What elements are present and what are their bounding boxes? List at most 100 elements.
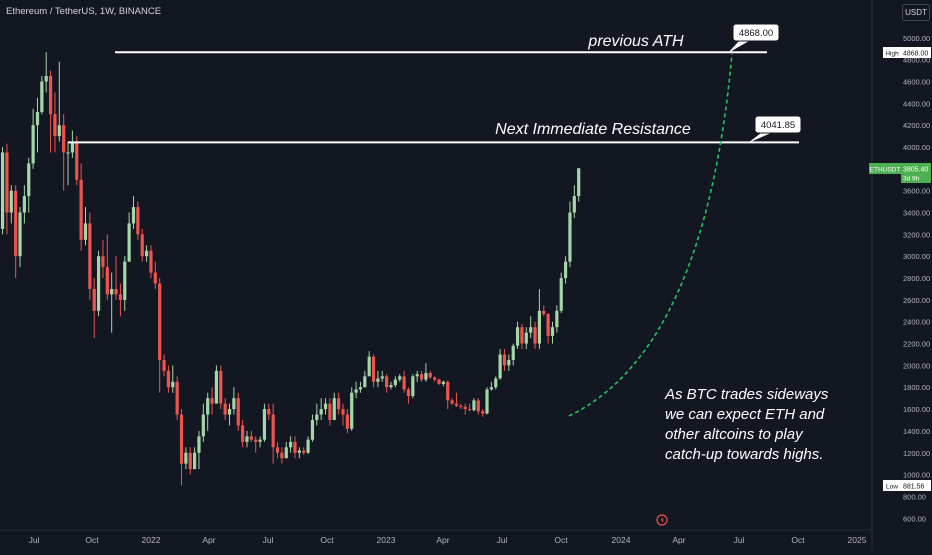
candle-body <box>123 261 127 300</box>
note-text-line: As BTC trades sideways <box>664 386 829 403</box>
candle-body <box>140 234 144 257</box>
candle-body <box>524 332 528 344</box>
candle-body <box>302 450 306 453</box>
currency-selector[interactable]: USDT <box>902 4 930 21</box>
price-tick-label: 2600.00 <box>903 296 930 305</box>
candle-body <box>441 381 445 384</box>
candle-body <box>498 354 502 379</box>
low-price-tag: Low 881.56 <box>883 480 931 491</box>
price-tick-label: 2000.00 <box>903 361 930 370</box>
candle-body <box>454 403 459 406</box>
resistance-callout[interactable]: 4041.85 <box>748 115 802 143</box>
candle-body <box>315 414 319 420</box>
price-tick-label: 1600.00 <box>903 405 930 414</box>
candle-body <box>166 370 171 388</box>
candle-body <box>66 152 70 154</box>
candle-body <box>511 345 515 360</box>
candle-body <box>419 374 424 380</box>
candle-body <box>515 327 520 346</box>
candle-body <box>354 389 358 393</box>
candle-body <box>214 370 219 404</box>
candle-body <box>275 447 280 453</box>
candle-body <box>393 379 397 386</box>
candle-body <box>62 125 66 153</box>
candle-body <box>363 376 367 388</box>
candle-body <box>101 256 105 268</box>
price-tick-label: 2800.00 <box>903 274 930 283</box>
time-tick-label: 2025 <box>848 535 867 545</box>
candle-body <box>210 398 214 404</box>
candle-body <box>310 420 315 440</box>
candle-body <box>280 452 284 459</box>
price-tick-label: 5000.00 <box>903 34 930 43</box>
candle-body <box>463 406 467 410</box>
time-tick-label: Oct <box>554 535 568 545</box>
candle-body <box>415 374 419 377</box>
candle-body <box>572 196 576 213</box>
note-text-line: other altcoins to play <box>665 426 804 443</box>
candle-body <box>219 370 223 404</box>
symbol-title: Ethereum / TetherUS, 1W, BINANCE <box>6 6 162 17</box>
candle-body <box>18 212 22 257</box>
price-tick-label: 3000.00 <box>903 252 930 261</box>
callout-value: 4868.00 <box>739 28 773 39</box>
candle-body <box>171 381 175 388</box>
price-tick-label: 4200.00 <box>903 121 930 130</box>
time-tick-label: Oct <box>791 535 805 545</box>
price-tick-label: 2200.00 <box>903 340 930 349</box>
candle-body <box>44 76 48 82</box>
axis-tag-key: High <box>885 51 899 58</box>
candle-body <box>385 376 389 388</box>
candle-body <box>40 81 44 113</box>
candle-body <box>131 207 136 224</box>
projection-curve[interactable] <box>568 53 733 417</box>
price-tick-label: 4600.00 <box>903 77 930 86</box>
candle-body <box>332 398 336 420</box>
candle-body <box>563 261 568 279</box>
last-price-bg <box>901 163 931 183</box>
price-tick-label: 3400.00 <box>903 209 930 218</box>
axis-tag-key: Low <box>886 484 898 491</box>
countdown-value: 3d 9h <box>903 176 920 183</box>
candle-body <box>398 376 402 380</box>
time-tick-label: Jul <box>497 535 508 545</box>
candle-body <box>110 288 114 295</box>
candle-body <box>201 414 205 437</box>
candle-body <box>371 356 376 382</box>
event-marker-icon[interactable] <box>656 514 668 526</box>
time-tick-label: Oct <box>320 535 334 545</box>
candle-body <box>459 405 463 407</box>
high-price-tag: High 4868.00 <box>883 47 931 58</box>
ath-annotation-text: previous ATH <box>587 33 684 50</box>
candle-body <box>577 168 581 197</box>
candle-body <box>555 310 559 328</box>
candle-body <box>424 373 428 380</box>
candle-body <box>70 141 74 153</box>
candle-body <box>437 379 441 384</box>
candle-body <box>193 452 197 470</box>
candle-body <box>57 125 61 137</box>
candle-body <box>467 409 472 411</box>
price-tick-label: 4400.00 <box>903 99 930 108</box>
axis-tag-value: 881.56 <box>903 484 925 491</box>
candle-body <box>537 310 541 344</box>
event-marker-ring <box>656 514 668 526</box>
candle-body <box>179 414 184 464</box>
candle-body <box>162 359 166 371</box>
candle-body <box>337 398 341 410</box>
ath-callout[interactable]: 4868.00 <box>728 23 780 53</box>
time-tick-label: Jul <box>734 535 745 545</box>
callout-value: 4041.85 <box>761 120 795 131</box>
candle-body <box>22 196 26 213</box>
candle-body <box>175 381 179 415</box>
candle-body <box>249 436 253 440</box>
candle-body <box>158 283 162 360</box>
axis-tag-value-bg <box>901 47 931 58</box>
price-tick-label: 1200.00 <box>903 449 930 458</box>
candle-body <box>53 114 57 137</box>
candle-body <box>27 163 31 197</box>
candle-body <box>289 441 293 448</box>
candle-body <box>428 373 432 378</box>
